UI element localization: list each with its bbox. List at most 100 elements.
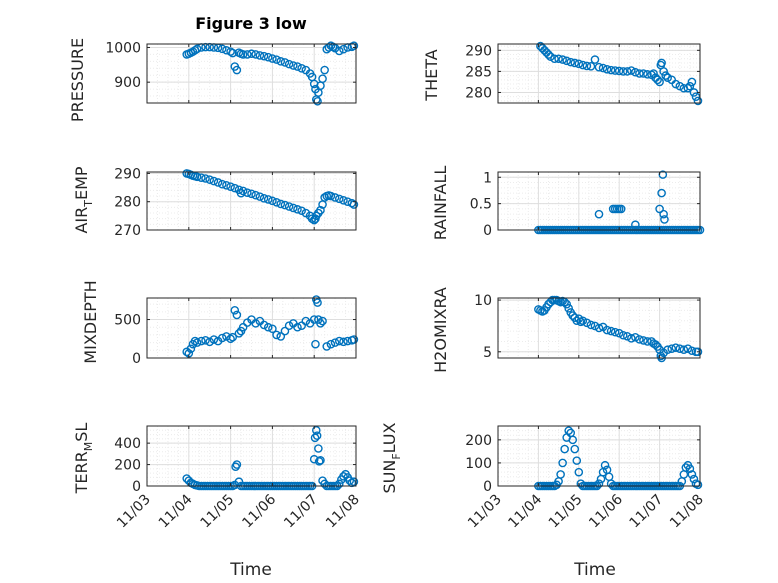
data-point bbox=[600, 460, 610, 470]
plot-area-theta bbox=[498, 44, 700, 103]
x-axis-label-left: Time bbox=[229, 560, 272, 580]
data-point bbox=[572, 456, 582, 465]
data-point bbox=[614, 328, 624, 338]
data-point bbox=[230, 306, 240, 315]
y-tick-label: 290 bbox=[465, 43, 492, 59]
data-point bbox=[297, 321, 306, 330]
data-point bbox=[192, 172, 202, 182]
data-point bbox=[685, 464, 695, 473]
y-tick-label: 280 bbox=[465, 85, 492, 101]
data-point bbox=[685, 81, 695, 91]
data-point bbox=[263, 52, 273, 62]
y-axis-label-sun-flux: SUNFLUX bbox=[380, 422, 403, 493]
data-point bbox=[217, 179, 227, 189]
data-point bbox=[687, 77, 697, 87]
data-point bbox=[268, 324, 277, 334]
data-point bbox=[255, 51, 265, 60]
data-point bbox=[238, 186, 248, 196]
data-point bbox=[560, 297, 569, 307]
figure-title: Figure 3 low bbox=[195, 14, 307, 33]
data-point bbox=[263, 322, 273, 332]
y-axis-label-terr-msl: TERRMSL bbox=[72, 423, 95, 495]
data-point bbox=[660, 215, 669, 224]
data-point bbox=[251, 50, 260, 59]
data-point bbox=[610, 327, 620, 337]
data-point bbox=[318, 316, 327, 326]
data-point bbox=[574, 59, 584, 69]
data-point bbox=[247, 49, 256, 59]
data-point bbox=[610, 66, 620, 75]
data-point bbox=[301, 316, 311, 326]
y-tick-label: 1 bbox=[483, 170, 492, 186]
axes-box-h2omixra bbox=[497, 297, 701, 359]
data-point bbox=[313, 298, 322, 307]
data-point bbox=[663, 73, 672, 83]
data-point bbox=[693, 480, 703, 490]
data-point bbox=[562, 299, 571, 309]
data-point bbox=[339, 472, 348, 481]
data-point bbox=[655, 204, 664, 214]
data-point bbox=[586, 62, 596, 71]
data-point bbox=[334, 46, 344, 56]
data-point bbox=[606, 326, 616, 336]
y-tick-label: 0 bbox=[483, 223, 492, 239]
data-point bbox=[236, 188, 246, 198]
axes-box-sun-flux bbox=[497, 425, 701, 487]
data-point bbox=[284, 202, 294, 211]
data-point bbox=[594, 209, 604, 219]
data-point bbox=[243, 50, 252, 59]
data-point bbox=[222, 332, 231, 341]
y-tick-label: 400 bbox=[114, 436, 141, 452]
y-tick-label: 5 bbox=[483, 345, 492, 361]
data-point bbox=[284, 59, 294, 69]
data-point bbox=[546, 52, 555, 61]
data-point bbox=[667, 344, 677, 353]
data-point bbox=[259, 51, 269, 61]
data-point bbox=[693, 347, 703, 357]
data-point bbox=[661, 71, 670, 80]
data-point bbox=[312, 431, 322, 440]
data-point bbox=[255, 192, 265, 201]
data-point bbox=[594, 323, 604, 333]
data-point bbox=[217, 333, 227, 343]
y-tick-label: 0 bbox=[483, 479, 492, 495]
y-tick-label: 290 bbox=[114, 166, 141, 182]
data-point bbox=[251, 190, 260, 200]
data-point bbox=[586, 320, 596, 330]
data-point bbox=[687, 470, 697, 479]
data-point bbox=[651, 340, 660, 349]
data-point bbox=[316, 319, 325, 328]
y-tick-label: 500 bbox=[114, 313, 141, 329]
data-point bbox=[232, 310, 242, 320]
data-point bbox=[635, 69, 644, 78]
data-point bbox=[659, 67, 668, 76]
data-point bbox=[572, 316, 582, 326]
data-point bbox=[560, 444, 569, 454]
data-point bbox=[590, 55, 600, 64]
data-point bbox=[192, 338, 202, 347]
data-point bbox=[570, 444, 580, 454]
data-point bbox=[276, 57, 286, 66]
x-tick-label: 11/06 bbox=[586, 491, 626, 531]
data-point bbox=[554, 54, 563, 64]
data-point bbox=[314, 444, 323, 453]
data-point bbox=[334, 194, 344, 204]
data-point bbox=[311, 339, 320, 349]
data-point bbox=[311, 425, 321, 435]
data-point bbox=[209, 335, 219, 344]
data-point bbox=[318, 74, 327, 84]
data-point bbox=[284, 321, 294, 330]
x-tick-label: 11/05 bbox=[546, 492, 586, 532]
data-point bbox=[562, 56, 571, 66]
data-point bbox=[339, 44, 348, 54]
x-tick-label: 11/08 bbox=[323, 492, 363, 532]
y-tick-label: 100 bbox=[465, 456, 492, 472]
data-point bbox=[349, 335, 359, 344]
data-point bbox=[687, 346, 697, 356]
data-point bbox=[675, 344, 685, 353]
data-point bbox=[228, 48, 237, 58]
data-point bbox=[330, 193, 340, 202]
plot-air-temp: 270 280 290 AIRTEMP bbox=[72, 166, 359, 239]
data-point bbox=[657, 188, 666, 198]
